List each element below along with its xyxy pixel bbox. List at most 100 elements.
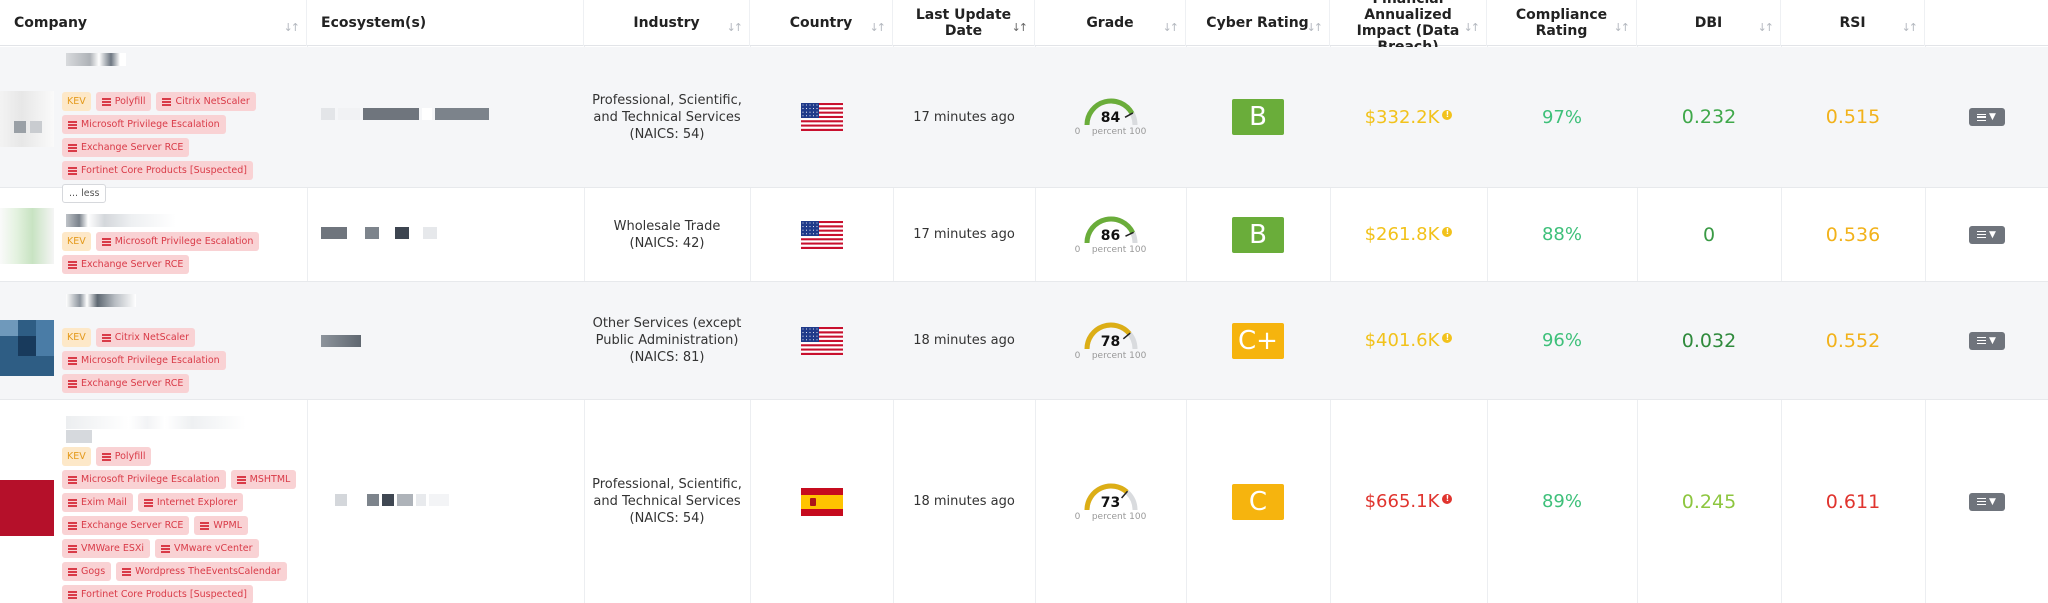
sort-icon[interactable]: ↓↑ (1757, 21, 1775, 34)
tag-label: Exchange Server RCE (81, 142, 184, 153)
sort-active-icon[interactable]: ↓↑ (1011, 21, 1029, 34)
industry-text: Professional, Scientific, and Technical … (592, 92, 742, 142)
table-header: Company ↓↑ Ecosystem(s) Industry ↓↑ Coun… (0, 0, 2048, 55)
col-grade[interactable]: Grade ↓↑ (1035, 0, 1186, 46)
cyber-rating-badge: B (1232, 216, 1284, 253)
grade-min: 0 (1074, 511, 1081, 522)
vulnerability-tag[interactable]: Wordpress TheEventsCalendar (116, 562, 287, 581)
col-financial[interactable]: Financial Annualized Impact (Data Breach… (1330, 0, 1487, 55)
vulnerability-tag[interactable]: Exim Mail (62, 493, 133, 512)
table-row[interactable]: KEV Polyfill Microsoft Privilege Escalatio… (0, 400, 2048, 603)
sort-icon[interactable]: ↓↑ (1613, 21, 1631, 34)
col-compliance[interactable]: Compliance Rating ↓↑ (1487, 0, 1637, 46)
vulnerability-tag[interactable]: VMware vCenter (155, 539, 259, 558)
kev-badge[interactable]: KEV (62, 92, 91, 111)
table-row[interactable]: KEV Polyfill Citrix NetScaler Microsoft Pri… (0, 47, 2048, 203)
financial-impact[interactable]: $401.6K! (1365, 330, 1453, 351)
compliance-value: 89% (1541, 491, 1582, 512)
grade-cell: 73 0 percent 100 (1035, 400, 1186, 603)
row-menu-button[interactable]: ▼ (1968, 225, 2005, 244)
gauge-fill (1084, 216, 1135, 243)
vulnerability-tag[interactable]: MSHTML (230, 470, 297, 489)
dbi-value: 0.032 (1681, 329, 1737, 352)
info-icon[interactable]: ! (1442, 333, 1453, 343)
col-company-label: Company (14, 15, 88, 31)
grade-unit: percent (1091, 127, 1127, 137)
col-rsi[interactable]: RSI ↓↑ (1781, 0, 1925, 46)
company-name-redacted (66, 294, 136, 307)
financial-impact[interactable]: $261.8K! (1365, 224, 1453, 245)
vulnerability-tag[interactable]: Exchange Server RCE (62, 374, 190, 393)
financial-value: $332.2K (1364, 106, 1440, 128)
tag-label: Fortinet Core Products [Suspected] (81, 165, 247, 176)
row-menu-button[interactable]: ▼ (1968, 108, 2005, 126)
sort-icon[interactable]: ↓↑ (1162, 21, 1180, 34)
sort-icon[interactable]: ↓↑ (726, 21, 744, 34)
vulnerability-tag[interactable]: Citrix NetScaler (156, 92, 256, 111)
financial-impact[interactable]: $665.1K! (1365, 491, 1453, 512)
dbi-cell: 0.245 (1637, 400, 1781, 603)
dbi-value: 0.245 (1681, 490, 1737, 513)
vulnerability-tag[interactable]: Microsoft Privilege Escalation (62, 470, 226, 489)
vulnerability-tag[interactable]: WPML (194, 516, 249, 535)
col-dbi[interactable]: DBI ↓↑ (1637, 0, 1781, 46)
vulnerability-tag[interactable]: Exchange Server RCE (62, 138, 190, 157)
rsi-value: 0.536 (1825, 223, 1881, 246)
kev-badge[interactable]: KEV (62, 232, 91, 251)
cyber-rating-badge: C (1232, 483, 1284, 520)
col-last-update[interactable]: Last Update Date ↓↑ (893, 0, 1035, 46)
list-icon (122, 567, 132, 576)
tag-label: KEV (67, 236, 86, 247)
sort-icon[interactable]: ↓↑ (1463, 21, 1481, 34)
sort-icon[interactable]: ↓↑ (1306, 21, 1324, 34)
grade-value: 78 (1100, 333, 1121, 350)
vulnerability-tag[interactable]: VMWare ESXi (62, 539, 151, 558)
financial-impact[interactable]: $332.2K! (1365, 107, 1453, 128)
industry-cell: Professional, Scientific, and Technical … (584, 47, 750, 187)
industry-text: Wholesale Trade (NAICS: 42) (613, 218, 721, 251)
table-row[interactable]: KEV Citrix NetScaler Microsoft Privilege E… (0, 282, 2048, 400)
info-icon[interactable]: ! (1442, 109, 1453, 120)
vulnerability-tag[interactable]: Exchange Server RCE (62, 255, 190, 274)
kev-badge[interactable]: KEV (62, 328, 91, 347)
tag-label: Polyfill (114, 451, 146, 462)
vulnerability-tag[interactable]: Fortinet Core Products [Suspected] (62, 161, 253, 180)
tag-label: KEV (67, 96, 86, 107)
tag-label: KEV (67, 332, 86, 343)
country-cell (750, 400, 893, 603)
sort-icon[interactable]: ↓↑ (869, 21, 887, 34)
vulnerability-tag[interactable]: Exchange Server RCE (62, 516, 190, 535)
rsi-cell: 0.611 (1781, 400, 1925, 603)
vulnerability-tag[interactable]: Microsoft Privilege Escalation (62, 351, 226, 370)
show-less-button[interactable]: ... less (62, 184, 107, 203)
vulnerability-tag[interactable]: Citrix NetScaler (95, 328, 196, 347)
country-cell (750, 47, 893, 187)
sort-icon[interactable]: ↓↑ (283, 21, 301, 34)
col-company[interactable]: Company ↓↑ (0, 0, 307, 46)
sort-icon[interactable]: ↓↑ (1901, 21, 1919, 34)
grade-unit: percent (1091, 350, 1127, 361)
menu-lines-icon (1977, 231, 1987, 238)
kev-badge[interactable]: KEV (62, 447, 91, 466)
vulnerability-tag[interactable]: Polyfill (95, 447, 152, 466)
list-icon (68, 260, 77, 269)
vulnerability-tag[interactable]: Internet Explorer (137, 493, 244, 512)
info-icon[interactable]: ! (1442, 227, 1453, 237)
row-menu-button[interactable]: ▼ (1968, 492, 2005, 511)
vulnerability-tag[interactable]: Fortinet Core Products [Suspected] (62, 585, 253, 603)
grade-cell: 86 0 percent 100 (1035, 188, 1186, 281)
tag-label: VMWare ESXi (81, 543, 145, 554)
col-cyber-rating[interactable]: Cyber Rating ↓↑ (1186, 0, 1330, 46)
vulnerability-tag[interactable]: Microsoft Privilege Escalation (95, 232, 260, 251)
info-icon[interactable]: ! (1442, 494, 1453, 504)
col-last-update-label: Last Update Date (915, 7, 1012, 39)
tag-label: MSHTML (249, 474, 291, 485)
vulnerability-tag[interactable]: Polyfill (95, 92, 152, 111)
vulnerability-tag[interactable]: Microsoft Privilege Escalation (62, 115, 226, 134)
row-menu-button[interactable]: ▼ (1968, 331, 2005, 350)
table-row[interactable]: KEV Microsoft Privilege Escalation Exchang… (0, 188, 2048, 282)
vulnerability-tag[interactable]: Gogs (62, 562, 112, 581)
col-ecosystem[interactable]: Ecosystem(s) (307, 0, 584, 46)
col-country[interactable]: Country ↓↑ (750, 0, 893, 46)
col-industry[interactable]: Industry ↓↑ (584, 0, 750, 46)
